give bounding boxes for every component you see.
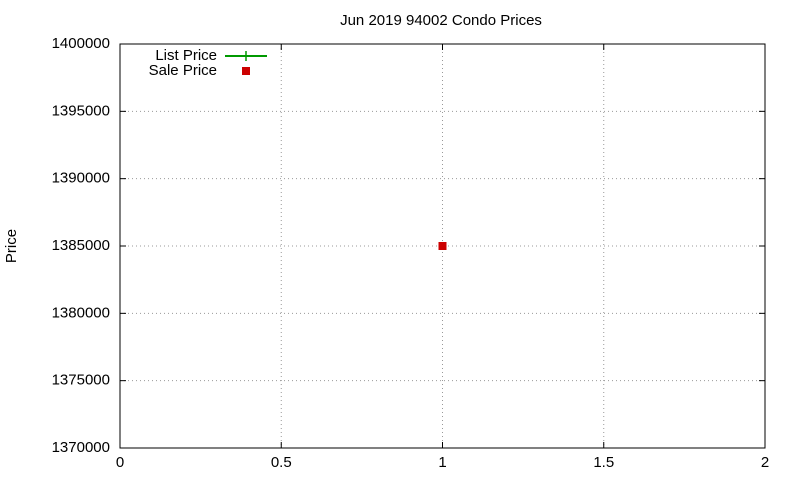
legend-label: Sale Price	[149, 62, 217, 79]
legend-marker	[242, 67, 250, 75]
data-point	[438, 242, 447, 250]
x-tick-label: 1.5	[593, 454, 614, 471]
y-tick-label: 1370000	[52, 439, 110, 456]
chart-title: Jun 2019 94002 Condo Prices	[340, 12, 542, 29]
plot-border	[119, 43, 766, 449]
y-axis-label: Price	[3, 229, 20, 263]
y-tick-label: 1380000	[52, 304, 110, 321]
x-tick-label: 0.5	[271, 454, 292, 471]
legend-label: List Price	[155, 47, 217, 64]
x-tick-label: 2	[761, 454, 769, 471]
y-tick-label: 1375000	[52, 372, 110, 389]
legend-marker	[241, 51, 251, 61]
y-tick-label: 1390000	[52, 170, 110, 187]
y-tick-label: 1400000	[52, 35, 110, 52]
x-tick-label: 1	[438, 454, 446, 471]
x-tick-label: 0	[116, 454, 124, 471]
y-tick-label: 1395000	[52, 102, 110, 119]
y-tick-label: 1385000	[52, 237, 110, 254]
